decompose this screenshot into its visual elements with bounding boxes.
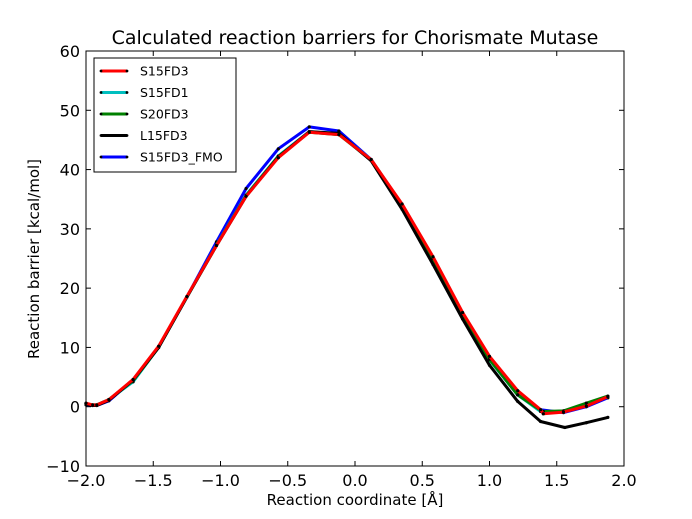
legend-item-l15fd3: L15FD3	[99, 128, 188, 143]
data-point	[337, 132, 341, 137]
x-tick-label: −1.5	[134, 471, 173, 490]
legend-marker	[125, 69, 129, 73]
data-point	[307, 130, 311, 134]
legend-label: S15FD1	[140, 85, 189, 100]
x-axis: −2.0 −1.5 −1.0 −0.5 0.0 0.5 1.0 1.5 2.0	[67, 51, 637, 490]
data-point	[516, 393, 520, 397]
y-axis: −10 0 10 20 30 40 50 60	[46, 42, 624, 476]
legend-marker	[99, 69, 103, 73]
legend-marker	[125, 91, 129, 94]
y-tick-label: 50	[60, 101, 80, 120]
data-point	[107, 398, 111, 402]
data-point	[561, 410, 566, 414]
legend-marker	[99, 134, 103, 137]
legend-label: S15FD3	[140, 64, 189, 79]
legend-item-s15fd1: S15FD1	[99, 85, 189, 100]
legend-marker	[99, 91, 103, 94]
x-tick-label: 2.0	[611, 471, 636, 490]
legend-marker	[99, 155, 103, 159]
data-point	[539, 408, 543, 412]
legend-item-s15fd3-fmo: S15FD3_FMO	[99, 150, 223, 165]
legend-label: L15FD3	[140, 128, 188, 143]
legend-item-s20fd3: S20FD3	[99, 107, 189, 122]
x-tick-label: −2.0	[67, 471, 106, 490]
legend-marker	[125, 112, 129, 116]
series-s15fd3	[84, 130, 610, 416]
x-tick-label: −0.5	[268, 471, 307, 490]
data-point	[487, 363, 492, 367]
data-point	[584, 404, 588, 408]
y-tick-label: 60	[60, 42, 80, 61]
data-point	[369, 157, 373, 162]
legend-marker	[125, 155, 129, 159]
data-point	[431, 255, 435, 259]
data-point	[307, 125, 311, 129]
data-point	[244, 194, 248, 198]
y-tick-label: 30	[60, 220, 80, 239]
data-point	[516, 399, 520, 403]
data-point	[337, 129, 341, 133]
legend-marker	[125, 134, 129, 137]
data-point	[584, 401, 588, 405]
data-point	[214, 243, 219, 248]
data-point	[487, 354, 492, 358]
series-layer	[84, 125, 610, 430]
data-point	[461, 317, 465, 321]
data-point	[131, 377, 135, 382]
x-tick-label: 1.0	[477, 471, 502, 490]
y-tick-label: 0	[70, 398, 80, 417]
x-tick-label: 0.0	[342, 471, 367, 490]
y-tick-label: 10	[60, 338, 80, 357]
legend-marker	[99, 112, 103, 116]
data-point	[276, 156, 280, 160]
data-point	[400, 207, 404, 211]
x-tick-label: 0.5	[410, 471, 435, 490]
legend: S15FD3 S15FD1 S20FD3 L15FD3 S15FD3_FMO	[93, 57, 237, 173]
x-tick-label: −1.0	[201, 471, 240, 490]
data-point	[563, 425, 567, 430]
data-point	[157, 344, 161, 348]
data-point	[606, 395, 610, 399]
data-point	[276, 147, 280, 151]
data-point	[244, 186, 248, 191]
data-point	[516, 389, 520, 393]
y-tick-label: 40	[60, 161, 80, 180]
data-point	[541, 412, 545, 416]
legend-item-s15fd3: S15FD3	[99, 64, 189, 79]
data-point	[606, 415, 610, 419]
x-axis-label: Reaction coordinate [Å]	[267, 490, 444, 509]
y-tick-label: −10	[46, 457, 80, 476]
data-point	[431, 262, 435, 267]
data-point	[95, 403, 99, 407]
data-point	[185, 294, 189, 299]
legend-label: S20FD3	[140, 107, 189, 122]
y-tick-label: 20	[60, 279, 80, 298]
y-axis-label: Reaction barrier [kcal/mol]	[25, 159, 43, 359]
x-tick-label: 1.5	[544, 471, 569, 490]
chart-title: Calculated reaction barriers for Chorism…	[112, 27, 599, 49]
data-point	[400, 202, 404, 206]
data-point	[584, 421, 588, 425]
data-point	[461, 310, 465, 315]
legend-label: S15FD3_FMO	[140, 150, 223, 165]
data-point	[91, 403, 95, 407]
data-point	[539, 419, 543, 424]
